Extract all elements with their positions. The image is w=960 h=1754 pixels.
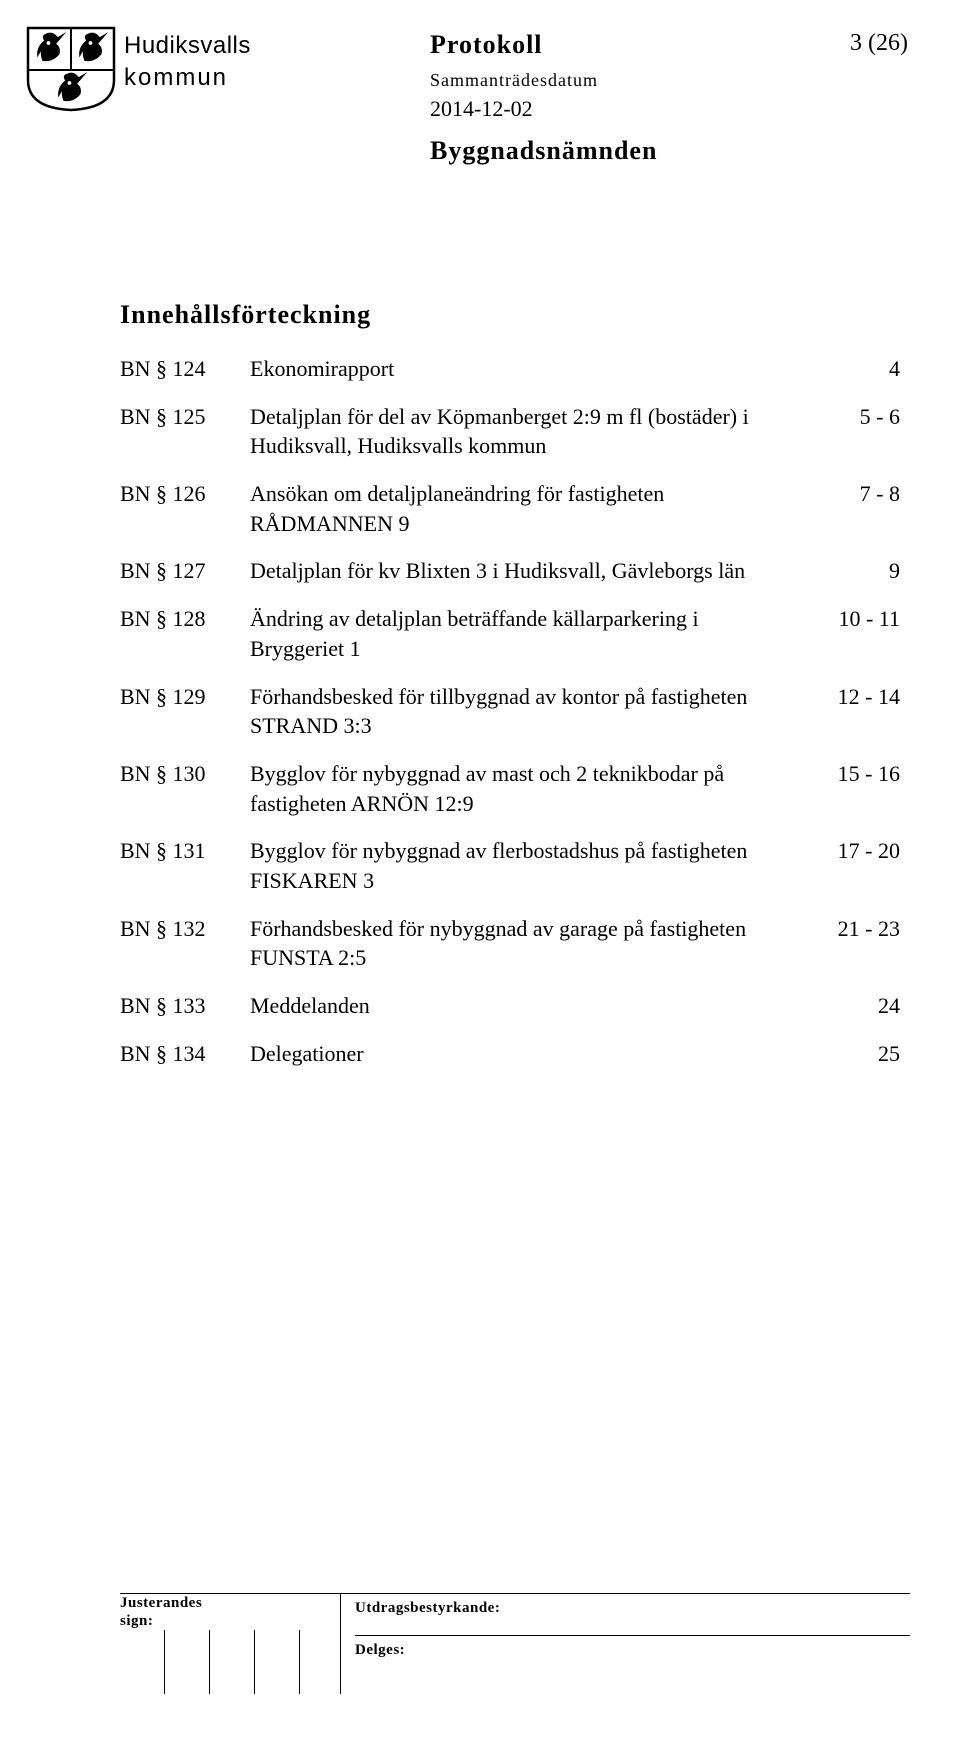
toc-desc: Bygglov för nybyggnad av mast och 2 tekn… — [250, 759, 800, 818]
footer-sign-box — [165, 1630, 210, 1694]
page-counter: 3 (26) — [850, 30, 908, 57]
toc-ref: BN § 127 — [120, 556, 250, 586]
toc-row: BN § 130 Bygglov för nybyggnad av mast o… — [120, 759, 910, 818]
toc-row: BN § 134 Delegationer 25 — [120, 1039, 910, 1069]
toc-desc: Ändring av detaljplan beträffande källar… — [250, 604, 800, 663]
toc-pages: 24 — [800, 991, 910, 1021]
footer-attestation-label: Utdragsbestyrkande: — [355, 1594, 910, 1636]
page: Hudiksvalls kommun Protokoll 3 (26) Samm… — [0, 0, 960, 1754]
logo-text-line2: kommun — [124, 64, 228, 92]
toc-pages: 21 - 23 — [800, 914, 910, 973]
toc-pages: 4 — [800, 354, 910, 384]
footer-grid: Justerandes sign: Utdragsbestyrkande: De… — [120, 1593, 910, 1694]
toc-pages: 5 - 6 — [800, 402, 910, 461]
toc-heading: Innehållsförteckning — [120, 300, 910, 330]
toc-row: BN § 126 Ansökan om detaljplaneändring f… — [120, 479, 910, 538]
toc-row: BN § 124 Ekonomirapport 4 — [120, 354, 910, 384]
toc-row: BN § 129 Förhandsbesked för tillbyggnad … — [120, 682, 910, 741]
toc-row: BN § 125 Detaljplan för del av Köpmanber… — [120, 402, 910, 461]
toc-desc: Bygglov för nybyggnad av flerbostadshus … — [250, 836, 800, 895]
toc-ref: BN § 124 — [120, 354, 250, 384]
meeting-date-label: Sammanträdesdatum — [430, 70, 598, 91]
meeting-date-value: 2014-12-02 — [430, 96, 533, 122]
toc-ref: BN § 128 — [120, 604, 250, 663]
footer-sign-box — [255, 1630, 300, 1694]
page-footer: Justerandes sign: Utdragsbestyrkande: De… — [120, 1593, 910, 1694]
footer-delges-label: Delges: — [355, 1636, 910, 1679]
footer-left: Justerandes sign: — [120, 1594, 340, 1694]
toc-ref: BN § 129 — [120, 682, 250, 741]
toc-desc: Detaljplan för kv Blixten 3 i Hudiksvall… — [250, 556, 800, 586]
content-area: Innehållsförteckning BN § 124 Ekonomirap… — [120, 300, 910, 1086]
goats-shield-icon — [26, 26, 116, 112]
toc-ref: BN § 131 — [120, 836, 250, 895]
footer-right: Utdragsbestyrkande: Delges: — [340, 1594, 910, 1694]
logo-text-line1: Hudiksvalls — [124, 32, 251, 60]
toc-ref: BN § 130 — [120, 759, 250, 818]
toc-pages: 15 - 16 — [800, 759, 910, 818]
footer-signer-label: Justerandes sign: — [120, 1594, 340, 1630]
toc-desc: Ekonomirapport — [250, 354, 800, 384]
toc-pages: 17 - 20 — [800, 836, 910, 895]
toc-pages: 7 - 8 — [800, 479, 910, 538]
toc-desc: Detaljplan för del av Köpmanberget 2:9 m… — [250, 402, 800, 461]
toc-desc: Delegationer — [250, 1039, 800, 1069]
toc-row: BN § 128 Ändring av detaljplan beträffan… — [120, 604, 910, 663]
toc-row: BN § 133 Meddelanden 24 — [120, 991, 910, 1021]
toc-row: BN § 127 Detaljplan för kv Blixten 3 i H… — [120, 556, 910, 586]
toc-ref: BN § 126 — [120, 479, 250, 538]
toc-ref: BN § 132 — [120, 914, 250, 973]
toc-desc: Förhandsbesked för nybyggnad av garage p… — [250, 914, 800, 973]
doc-type-title: Protokoll — [430, 30, 543, 60]
toc-pages: 9 — [800, 556, 910, 586]
footer-sign-box — [120, 1630, 165, 1694]
municipality-logo — [26, 26, 116, 112]
toc-pages: 10 - 11 — [800, 604, 910, 663]
toc-ref: BN § 134 — [120, 1039, 250, 1069]
toc-desc: Meddelanden — [250, 991, 800, 1021]
footer-signer-label-line2: sign: — [120, 1607, 153, 1631]
toc-pages: 12 - 14 — [800, 682, 910, 741]
toc-ref: BN § 133 — [120, 991, 250, 1021]
footer-sign-box — [210, 1630, 255, 1694]
toc-desc: Ansökan om detaljplaneändring för fastig… — [250, 479, 800, 538]
toc-row: BN § 131 Bygglov för nybyggnad av flerbo… — [120, 836, 910, 895]
footer-sign-boxes — [120, 1630, 340, 1694]
toc-pages: 25 — [800, 1039, 910, 1069]
toc-desc: Förhandsbesked för tillbyggnad av kontor… — [250, 682, 800, 741]
toc-row: BN § 132 Förhandsbesked för nybyggnad av… — [120, 914, 910, 973]
toc-ref: BN § 125 — [120, 402, 250, 461]
board-name: Byggnadsnämnden — [430, 136, 657, 166]
